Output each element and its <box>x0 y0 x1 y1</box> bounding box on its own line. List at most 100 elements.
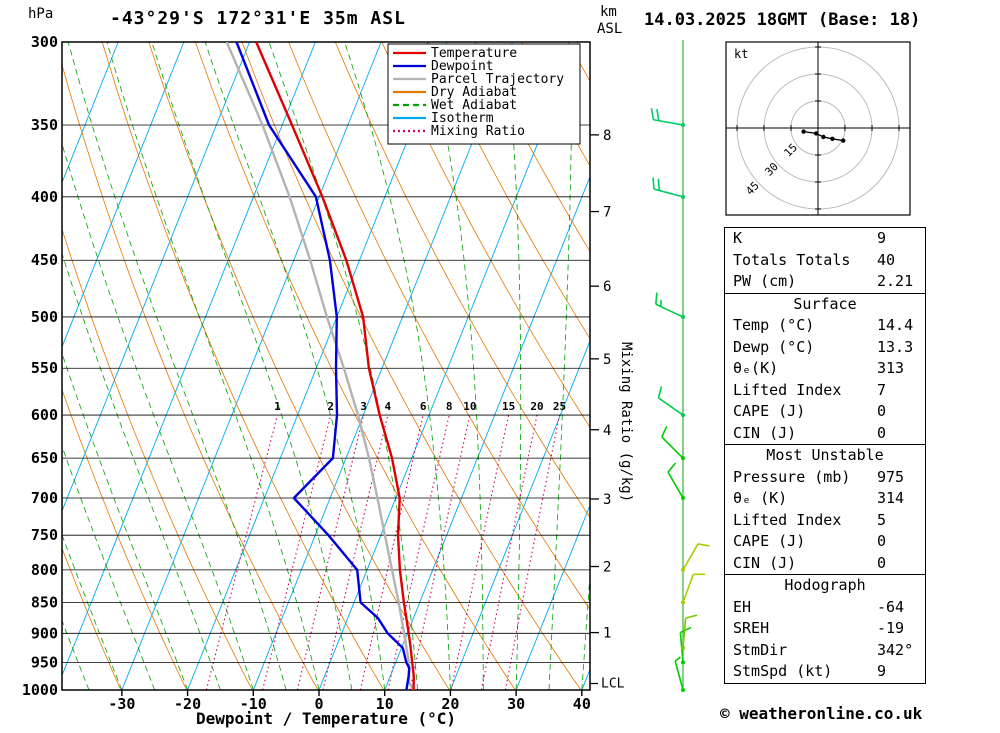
table-row: Temp (°C) 14.4 <box>725 315 925 337</box>
isotherm-line <box>515 504 590 690</box>
km-axis-unit: km <box>600 4 617 20</box>
legend-label: Isotherm <box>431 111 494 126</box>
pressure-tick-label: 750 <box>31 526 58 544</box>
copyright-link[interactable]: © weatheronline.co.uk <box>720 704 923 723</box>
wet-adiabat-line <box>62 142 254 690</box>
table-row-value: 342° <box>877 640 914 659</box>
table-row: CIN (J) 0 <box>725 423 925 445</box>
table-section-title: Hodograph <box>784 576 866 594</box>
lcl-label: LCL <box>601 677 625 692</box>
table-row: StmSpd (kt) 9 <box>725 661 925 683</box>
wet-adiabat-line <box>106 42 320 690</box>
hodograph-ring-label: 30 <box>762 160 781 179</box>
dry-adiabat-line <box>101 42 385 690</box>
x-axis-label: Dewpoint / Temperature (°C) <box>195 709 457 728</box>
table-row-value: 13.3 <box>877 337 914 356</box>
legend-label: Temperature <box>431 46 517 61</box>
table-section-title: Surface <box>793 294 857 313</box>
table-row: Totals Totals 40 <box>725 250 925 272</box>
pressure-tick-label: 450 <box>31 251 58 269</box>
dewpoint-curve <box>235 42 411 690</box>
pressure-tick-label: 400 <box>31 188 58 206</box>
table-row: SREH -19 <box>725 618 925 640</box>
table-row-label: SREH <box>733 619 770 637</box>
table-row: EH -64 <box>725 597 925 619</box>
wet-adiabat-line <box>0 42 23 690</box>
wind-barb-column <box>650 40 710 692</box>
table-row: CIN (J) 0 <box>725 553 925 575</box>
km-tick-label: 8 <box>603 128 611 144</box>
dry-adiabat-line <box>62 388 187 690</box>
pressure-tick-label: 700 <box>31 489 58 507</box>
datetime-title: 14.03.2025 18GMT (Base: 18) <box>644 10 921 30</box>
table-row-label: CIN (J) <box>733 423 797 442</box>
pressure-tick-label: 650 <box>31 449 58 467</box>
table-row-label: Lifted Index <box>733 510 842 529</box>
table-row-value: -19 <box>877 619 905 637</box>
pressure-tick-label: 900 <box>31 624 58 642</box>
svg-text:20: 20 <box>530 400 543 413</box>
table-row-value: -64 <box>877 597 905 616</box>
sounding-curves <box>225 42 415 690</box>
hodograph-ring-label: 15 <box>781 141 800 160</box>
table-row: θₑ(K) 313 <box>725 358 925 380</box>
table-row-label: Temp (°C) <box>733 316 815 334</box>
table-row-label: K <box>733 229 743 247</box>
isotherm-line <box>318 42 579 690</box>
table-row-label: Pressure (mb) <box>733 467 851 486</box>
table-row-value: 9 <box>877 229 887 247</box>
svg-text:8: 8 <box>446 400 453 413</box>
legend-label: Mixing Ratio <box>431 124 525 139</box>
wet-adiabat-line <box>62 619 90 690</box>
isotherm-line <box>62 42 185 348</box>
km-axis: 1 2 3 4 5 6 7 8 LCL <box>590 128 625 692</box>
pressure-tick-label: 600 <box>31 406 58 424</box>
svg-text:2: 2 <box>327 400 334 413</box>
table-row-label: Lifted Index <box>733 380 842 399</box>
isotherm-line <box>62 42 316 677</box>
legend-label: Wet Adiabat <box>431 98 517 113</box>
table-row-label: StmDir <box>733 640 788 659</box>
table-section: Hodograph EH -64 SREH -19 StmDir 342° StmSpd (k… <box>724 574 926 684</box>
table-row: Lifted Index 7 <box>725 380 925 402</box>
table-row-value: 5 <box>877 510 887 529</box>
table-row-value: 0 <box>877 532 887 550</box>
indices-table: K 9 Totals Totals 40 PW (cm) 2.21 Surface Temp … <box>724 227 926 684</box>
legend-label: Dry Adiabat <box>431 85 517 100</box>
table-row: PW (cm) 2.21 <box>725 271 925 293</box>
skewt-chart: 3003504004505005506006507007508008509009… <box>0 33 710 713</box>
km-tick-label: 5 <box>603 352 611 368</box>
svg-text:3: 3 <box>360 400 367 413</box>
dry-adiabat-line <box>428 42 590 340</box>
table-row-value: 314 <box>877 489 905 507</box>
table-row-value: 975 <box>877 467 905 486</box>
parcel-trajectory-curve <box>225 42 415 690</box>
table-section-title: Most Unstable <box>766 446 884 464</box>
table-row-value: 0 <box>877 402 887 420</box>
mixing-ratio-line <box>480 414 538 690</box>
table-section: K 9 Totals Totals 40 PW (cm) 2.21 <box>724 227 926 294</box>
temp-tick-label: 30 <box>507 695 525 713</box>
mixing-ratio-line <box>262 414 332 690</box>
table-row: CAPE (J) 0 <box>725 401 925 423</box>
table-row-value: 7 <box>877 380 887 399</box>
table-row-label: θₑ(K) <box>733 359 779 377</box>
isotherm-line <box>62 42 119 184</box>
temp-tick-label: 40 <box>573 695 591 713</box>
table-row: CAPE (J) 0 <box>725 531 925 553</box>
table-row-value: 0 <box>877 423 887 442</box>
wet-adiabat-line <box>62 445 156 690</box>
isotherm-line <box>121 42 382 690</box>
table-row-label: θₑ (K) <box>733 489 788 507</box>
pressure-tick-label: 300 <box>31 33 58 51</box>
temp-tick-label: 10 <box>376 695 394 713</box>
dry-adiabat-line <box>381 42 590 429</box>
temp-tick-label: -10 <box>240 695 267 713</box>
legend-label: Parcel Trajectory <box>431 72 564 87</box>
hodograph-ring-label: 45 <box>743 179 762 198</box>
km-tick-label: 4 <box>603 423 611 439</box>
table-row-value: 2.21 <box>877 272 914 290</box>
mixing-ratio-line <box>205 414 279 690</box>
